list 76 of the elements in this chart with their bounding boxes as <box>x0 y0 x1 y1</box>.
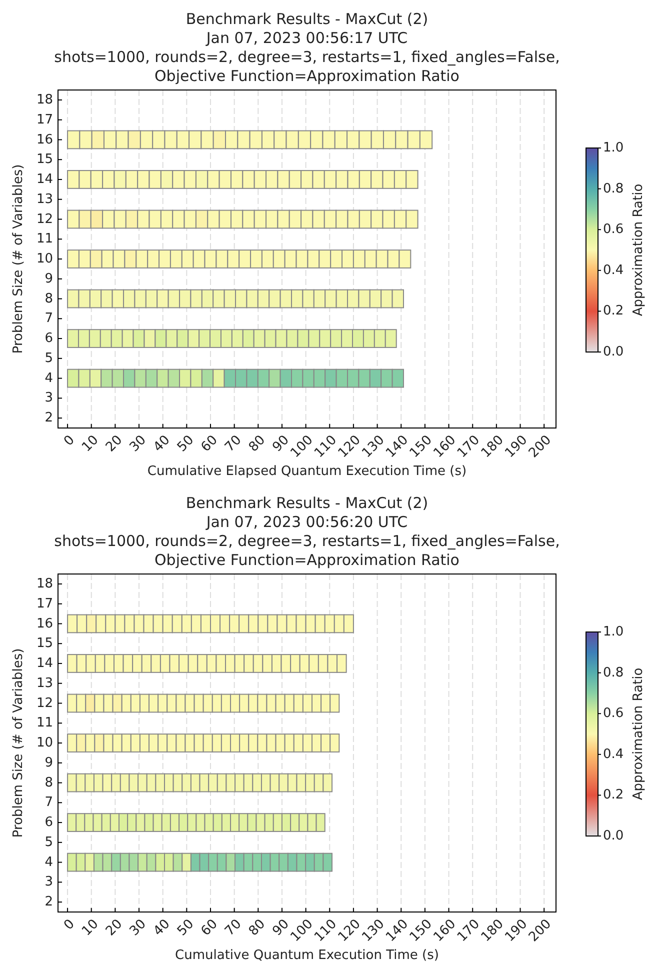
y-tick-label: 15 <box>36 636 53 652</box>
x-tick-label: 20 <box>103 916 126 940</box>
x-tick-label: 0 <box>61 916 78 934</box>
chart-subtitle: Jan 07, 2023 00:56:20 UTC shots=1000, rounds=2, degree=3, restarts=1, fixed_angles=False, Objective Function=Approximation Ratio <box>54 513 560 569</box>
color-bar-label: 0.4 <box>603 746 624 762</box>
x-tick-label: 50 <box>174 916 198 940</box>
x-tick-label: 10 <box>79 916 102 940</box>
x-axis-title: Cumulative Elapsed Quantum Execution Time (s) <box>147 464 467 479</box>
y-tick-label: 8 <box>44 775 53 790</box>
x-tick-label: 80 <box>246 432 268 456</box>
y-tick-label: 17 <box>36 112 53 128</box>
x-tick-label: 50 <box>174 432 198 456</box>
x-axis-title: Cumulative Quantum Execution Time (s) <box>175 948 439 963</box>
color-bar-label: 0.8 <box>603 181 624 196</box>
color-bar-label: 0.6 <box>603 222 624 238</box>
color-bar-label: 0.2 <box>603 788 624 803</box>
color-bar-label: 0.6 <box>603 706 624 722</box>
y-tick-label: 5 <box>44 350 53 366</box>
y-tick-label: 4 <box>44 370 53 386</box>
y-tick-label: 2 <box>44 410 53 426</box>
y-tick-label: 11 <box>36 232 53 247</box>
y-tick-label: 16 <box>36 132 53 148</box>
y-axis-title: Problem Size (# of Variables) <box>11 648 26 838</box>
y-tick-label: 9 <box>44 755 53 770</box>
y-tick-label: 18 <box>36 576 53 592</box>
x-tick-label: 70 <box>222 432 245 456</box>
chart-title: Benchmark Results - MaxCut (2) <box>186 10 428 28</box>
x-tick-label: 30 <box>127 916 150 940</box>
y-tick-label: 16 <box>36 616 53 632</box>
y-tick-label: 11 <box>36 716 53 731</box>
y-tick-label: 14 <box>36 172 53 188</box>
color-bar-title: Approximation Ratio <box>631 184 646 316</box>
y-tick-label: 18 <box>36 92 53 108</box>
y-tick-label: 9 <box>44 271 53 286</box>
color-bar-label: 0.0 <box>603 828 624 844</box>
y-tick-label: 12 <box>36 696 53 711</box>
y-tick-label: 10 <box>36 252 53 267</box>
color-bar-title: Approximation Ratio <box>631 668 646 800</box>
chart-title: Benchmark Results - MaxCut (2) <box>186 494 428 512</box>
y-tick-label: 17 <box>36 596 53 612</box>
y-tick-label: 14 <box>36 656 53 672</box>
x-tick-label: 30 <box>127 432 150 456</box>
color-bar-label: 0.4 <box>603 262 624 278</box>
y-tick-label: 12 <box>36 212 53 227</box>
color-bar-label: 0.0 <box>603 344 624 360</box>
y-tick-label: 13 <box>36 676 53 691</box>
x-tick-label: 60 <box>198 916 221 940</box>
y-tick-label: 3 <box>44 874 53 890</box>
x-tick-label: 10 <box>79 432 102 456</box>
y-tick-label: 7 <box>44 311 53 326</box>
y-tick-label: 10 <box>36 736 53 751</box>
chart-subtitle: Jan 07, 2023 00:56:17 UTC shots=1000, rounds=2, degree=3, restarts=1, fixed_angles=False, Objective Function=Approximation Ratio <box>54 29 560 85</box>
x-tick-label: 40 <box>150 432 174 456</box>
y-tick-label: 3 <box>44 390 53 406</box>
y-axis-title: Problem Size (# of Variables) <box>11 164 26 354</box>
y-tick-label: 13 <box>36 192 53 207</box>
y-tick-label: 8 <box>44 291 53 306</box>
color-bar-label: 1.0 <box>603 624 624 640</box>
color-bar-label: 0.8 <box>603 665 624 680</box>
x-tick-label: 200 <box>526 916 554 945</box>
color-bar-label: 1.0 <box>603 140 624 156</box>
x-tick-label: 80 <box>246 916 268 940</box>
y-tick-label: 2 <box>44 894 53 910</box>
x-tick-label: 40 <box>150 916 174 940</box>
color-bar-label: 0.2 <box>603 304 624 319</box>
y-tick-label: 5 <box>44 834 53 850</box>
x-tick-label: 20 <box>103 432 126 456</box>
x-tick-label: 60 <box>198 432 221 456</box>
y-tick-label: 6 <box>44 815 53 830</box>
x-tick-label: 0 <box>61 432 78 450</box>
y-tick-label: 7 <box>44 795 53 810</box>
x-tick-label: 200 <box>526 432 554 461</box>
x-tick-label: 70 <box>222 916 245 940</box>
y-tick-label: 4 <box>44 854 53 870</box>
y-tick-label: 15 <box>36 152 53 168</box>
y-tick-label: 6 <box>44 331 53 346</box>
